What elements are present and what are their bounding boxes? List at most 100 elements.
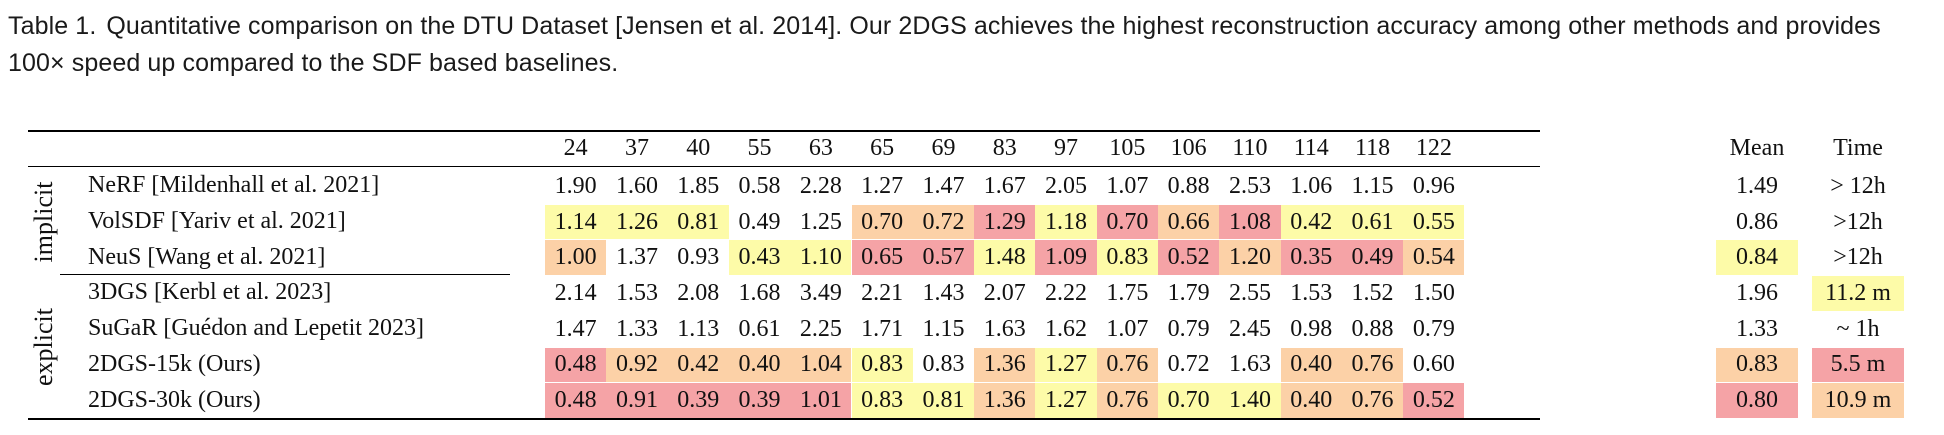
table-cell: 1.09: [1035, 240, 1097, 276]
table-cell: 0.72: [1158, 347, 1220, 383]
bottom-rule: [28, 418, 1540, 420]
table-cell: 2.07: [974, 276, 1036, 311]
table-caption: Table 1. Quantitative comparison on the D…: [8, 8, 1938, 82]
table-cell: 2.14: [545, 276, 607, 311]
table-cell: 0.83: [851, 383, 913, 418]
method-name: SuGaR [Guédon and Lepetit 2023]: [88, 315, 424, 342]
table-cell: 0.49: [728, 204, 791, 240]
table-cell: 2.45: [1219, 311, 1281, 347]
table-cell: 0.52: [1158, 240, 1220, 276]
table-cell: 1.47: [545, 311, 607, 347]
column-header-scan: 118: [1354, 134, 1391, 161]
table-cell: 1.04: [790, 347, 852, 383]
table-cell: 0.76: [1096, 347, 1158, 383]
table-cell: 0.93: [667, 240, 729, 276]
table-cell: 2.55: [1219, 276, 1281, 311]
table-cell: 0.35: [1280, 240, 1342, 276]
column-header-scan: 105: [1109, 134, 1146, 161]
column-header-scan: 55: [747, 134, 772, 161]
time-cell: >12h: [1812, 204, 1904, 240]
table-cell: 1.15: [1341, 169, 1404, 204]
table-cell: 1.68: [728, 276, 791, 311]
table-cell: 0.60: [1403, 347, 1465, 383]
table-cell: 0.58: [728, 169, 791, 204]
method-name: NeRF [Mildenhall et al. 2021]: [88, 172, 380, 199]
group-label-implicit: implicit: [29, 181, 58, 262]
table-cell: 1.18: [1035, 204, 1097, 240]
table-cell: 0.92: [606, 347, 668, 383]
table-cell: 1.20: [1219, 240, 1281, 276]
column-header-scan: 63: [808, 134, 833, 161]
table-cell: 0.88: [1341, 311, 1404, 347]
table-cell: 0.40: [1280, 383, 1342, 418]
table-cell: 0.48: [545, 347, 607, 383]
method-name: 2DGS-30k (Ours): [88, 386, 261, 413]
table-cell: 1.13: [667, 311, 729, 347]
table-cell: 0.39: [667, 383, 729, 418]
table-cell: 0.83: [912, 347, 975, 383]
time-cell: 11.2 m: [1812, 276, 1904, 311]
table-cell: 3.49: [790, 276, 852, 311]
table-cell: 1.79: [1158, 276, 1220, 311]
table-cell: 1.50: [1403, 276, 1465, 311]
table-cell: 1.27: [851, 169, 913, 204]
table-cell: 1.43: [912, 276, 975, 311]
table-cell: 0.91: [606, 383, 668, 418]
table-cell: 0.39: [728, 383, 791, 418]
group-separator-rule: [60, 274, 510, 276]
column-header-scan: 65: [870, 134, 895, 161]
table-cell: 1.15: [912, 311, 975, 347]
table-cell: 0.43: [728, 240, 791, 276]
table-cell: 2.08: [667, 276, 729, 311]
table-cell: 0.61: [728, 311, 791, 347]
table-cell: 1.63: [974, 311, 1036, 347]
table-cell: 1.26: [606, 204, 668, 240]
table-cell: 1.33: [606, 311, 668, 347]
method-name: NeuS [Wang et al. 2021]: [88, 243, 326, 270]
table-cell: 2.25: [790, 311, 852, 347]
table-cell: 1.14: [545, 204, 607, 240]
table-cell: 0.98: [1280, 311, 1342, 347]
table-cell: 1.67: [974, 169, 1036, 204]
column-header-scan: 37: [624, 134, 649, 161]
table-cell: 1.06: [1280, 169, 1342, 204]
method-name: 2DGS-15k (Ours): [88, 350, 261, 377]
table-cell: 0.70: [1096, 204, 1158, 240]
mean-cell: 1.96: [1716, 276, 1798, 311]
table-cell: 0.70: [851, 204, 913, 240]
time-cell: >12h: [1812, 240, 1904, 276]
table-cell: 0.83: [851, 347, 913, 383]
table-cell: 0.79: [1403, 311, 1465, 347]
table-cell: 1.07: [1096, 169, 1158, 204]
table-cell: 1.01: [790, 383, 852, 418]
table-cell: 1.90: [545, 169, 607, 204]
table-cell: 0.65: [851, 240, 913, 276]
table-cell: 0.40: [728, 347, 791, 383]
table-cell: 0.79: [1158, 311, 1220, 347]
table-cell: 1.08: [1219, 204, 1281, 240]
table-cell: 0.83: [1096, 240, 1158, 276]
table-cell: 1.85: [667, 169, 729, 204]
table-cell: 1.27: [1035, 347, 1097, 383]
column-header-scan: 106: [1170, 134, 1207, 161]
time-cell: 5.5 m: [1812, 347, 1904, 383]
table-cell: 1.07: [1096, 311, 1158, 347]
table-cell: 0.55: [1403, 204, 1465, 240]
table-cell: 0.42: [667, 347, 729, 383]
table-cell: 1.47: [912, 169, 975, 204]
table-cell: 0.88: [1158, 169, 1220, 204]
table-cell: 0.54: [1403, 240, 1465, 276]
table-cell: 1.00: [545, 240, 607, 276]
time-cell: ~ 1h: [1812, 311, 1904, 347]
table-cell: 1.40: [1219, 383, 1281, 418]
mean-cell: 0.86: [1716, 204, 1798, 240]
table-cell: 0.96: [1403, 169, 1465, 204]
column-header-scan: 83: [992, 134, 1017, 161]
table-cell: 0.72: [912, 204, 975, 240]
table-cell: 0.76: [1341, 383, 1404, 418]
time-cell: > 12h: [1812, 169, 1904, 204]
table-cell: 0.76: [1341, 347, 1404, 383]
header-rule: [28, 166, 1540, 167]
column-header-scan: 110: [1232, 134, 1268, 161]
table-cell: 0.66: [1158, 204, 1220, 240]
